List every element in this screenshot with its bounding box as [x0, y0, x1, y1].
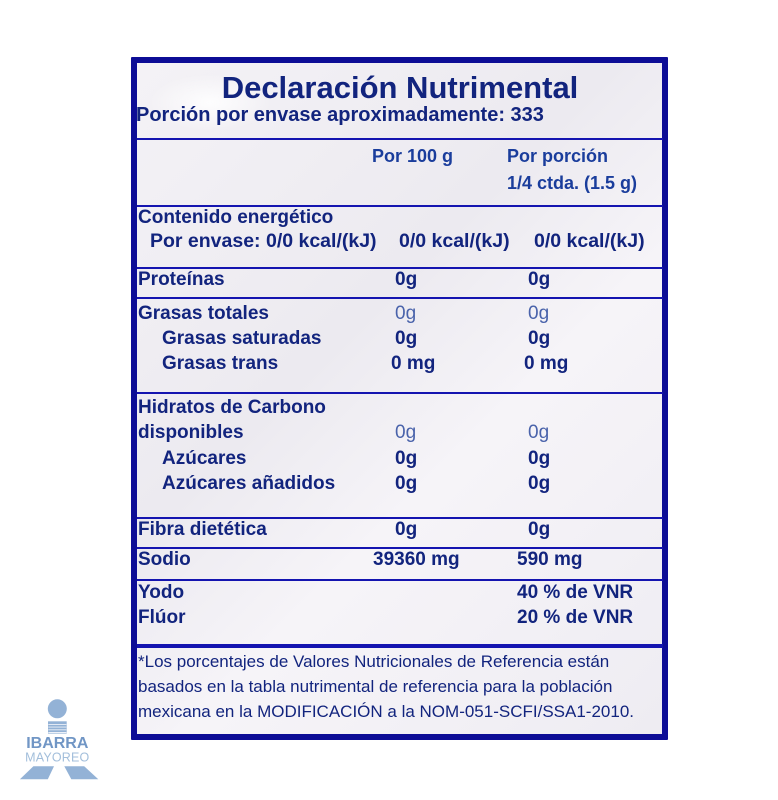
svg-text:MAYOREO: MAYOREO [25, 751, 89, 765]
svg-text:IBARRA: IBARRA [26, 735, 89, 752]
